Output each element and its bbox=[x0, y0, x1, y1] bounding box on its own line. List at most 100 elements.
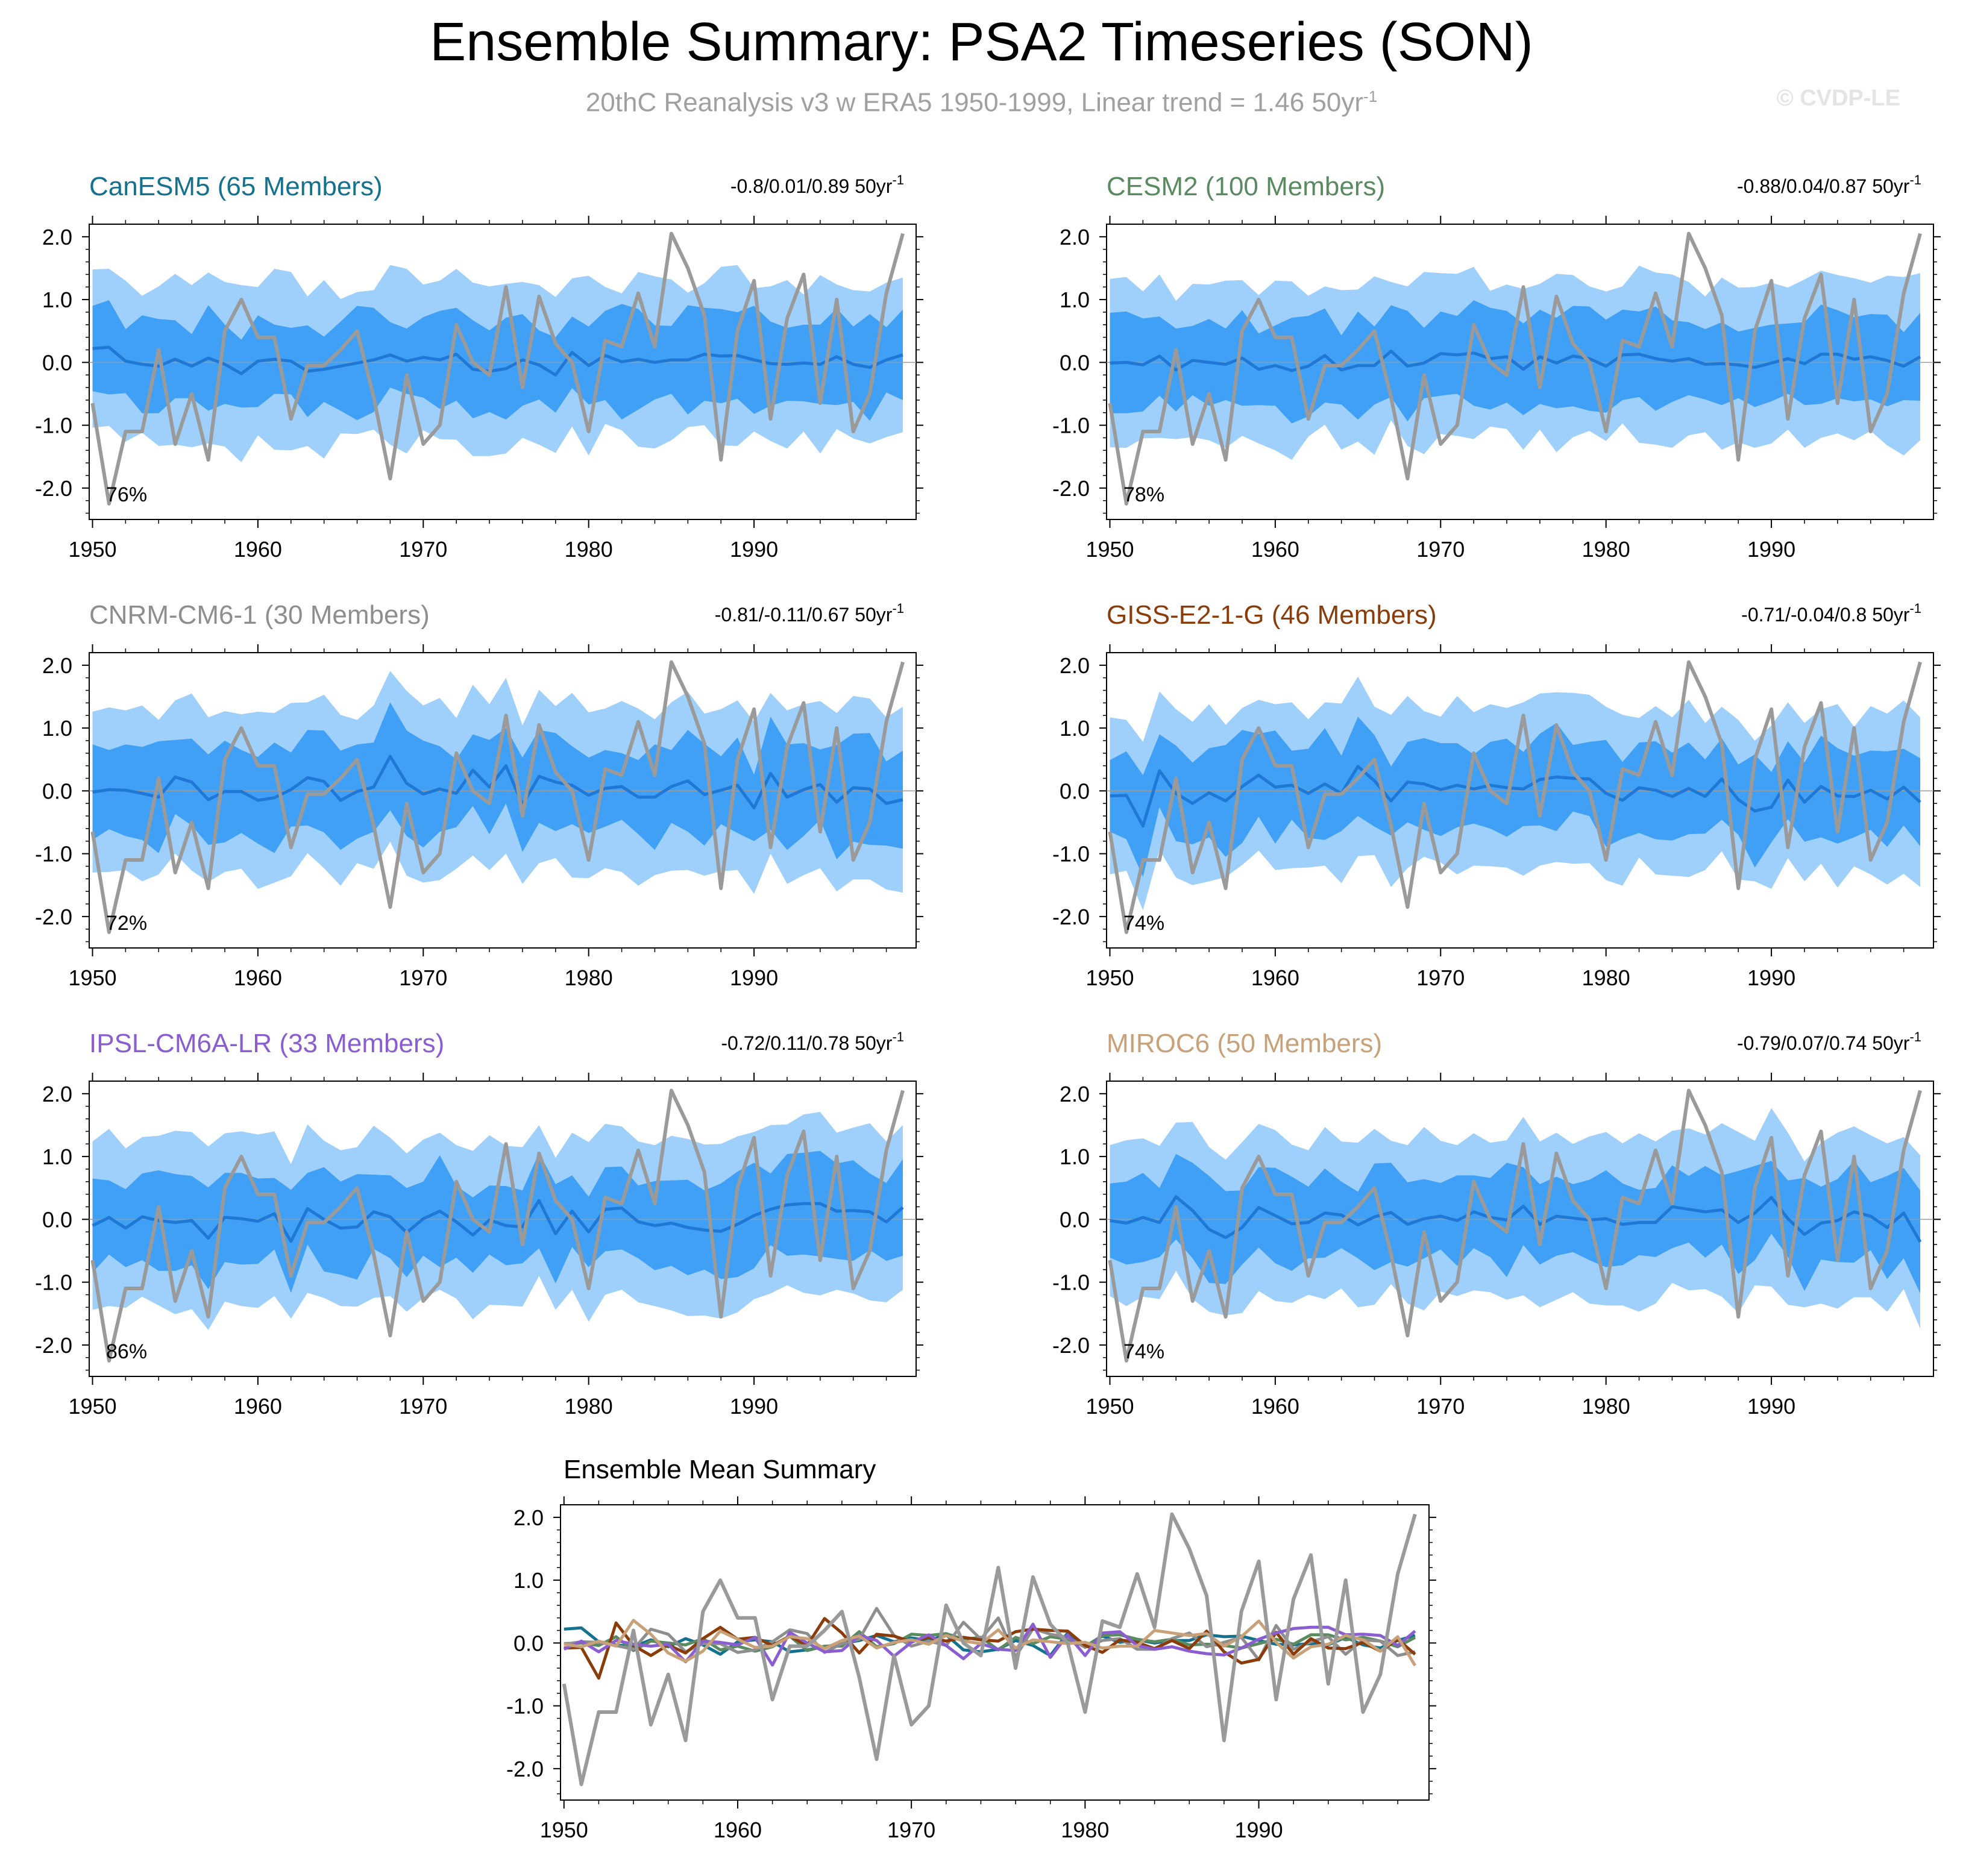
observed-line bbox=[90, 660, 905, 934]
x-tick-label: 1950 bbox=[1085, 965, 1134, 990]
plot-border bbox=[89, 652, 917, 949]
panel-title: IPSL-CM6A-LR (33 Members) bbox=[89, 1029, 444, 1058]
plot-border bbox=[1106, 224, 1934, 520]
x-tick-label: 1970 bbox=[1416, 1394, 1465, 1419]
observed-line bbox=[1108, 660, 1922, 934]
spread-inner-band bbox=[1110, 1153, 1920, 1294]
panel-stats-exponent: -1 bbox=[1909, 601, 1921, 616]
panel-title: CESM2 (100 Members) bbox=[1107, 172, 1385, 201]
y-tick-label: 0.0 bbox=[1060, 779, 1090, 803]
percent-label: 76% bbox=[106, 483, 147, 506]
observed-line bbox=[1108, 231, 1922, 506]
summary-line-5 bbox=[564, 1619, 1417, 1667]
x-tick-label: 1980 bbox=[565, 537, 613, 562]
panel-stats-exponent: -1 bbox=[892, 601, 904, 616]
y-tick-label: -2.0 bbox=[1052, 1333, 1090, 1358]
panel-stats: -0.81/-0.11/0.67 50yr-1 bbox=[715, 601, 904, 626]
y-tick-label: -1.0 bbox=[1052, 1270, 1090, 1295]
y-tick-label: 1.0 bbox=[1060, 716, 1090, 741]
plot-frame-4 bbox=[82, 1073, 923, 1385]
y-tick-label: 2.0 bbox=[42, 653, 72, 678]
y-tick-label: 1.0 bbox=[514, 1568, 544, 1593]
plot-border bbox=[1106, 1081, 1934, 1377]
y-tick-label: 2.0 bbox=[1060, 225, 1090, 249]
page-subtitle: 20thC Reanalysis v3 w ERA5 1950-1999, Li… bbox=[0, 80, 1963, 120]
y-tick-label: 0.0 bbox=[42, 779, 72, 803]
x-tick-label: 1960 bbox=[1251, 537, 1299, 562]
subtitle-text: 20thC Reanalysis v3 w ERA5 1950-1999, Li… bbox=[585, 87, 1364, 118]
x-tick-label: 1960 bbox=[1251, 965, 1299, 990]
observed-line bbox=[90, 231, 905, 506]
x-tick-label: 1990 bbox=[1747, 965, 1795, 990]
panel-title: CanESM5 (65 Members) bbox=[89, 172, 383, 201]
y-tick-label: 2.0 bbox=[42, 1082, 72, 1106]
x-tick-label: 1970 bbox=[887, 1818, 935, 1842]
plot-frame-0 bbox=[82, 216, 923, 528]
ensemble-mean-line bbox=[92, 345, 903, 377]
plot-border bbox=[89, 224, 917, 520]
y-tick-label: 2.0 bbox=[1060, 1082, 1090, 1106]
x-tick-label: 1990 bbox=[730, 965, 778, 990]
summary-title: Ensemble Mean Summary bbox=[564, 1455, 876, 1484]
panel-stats-exponent: -1 bbox=[892, 1029, 904, 1044]
observed-line bbox=[90, 1088, 905, 1363]
ensemble-mean-line bbox=[92, 754, 903, 809]
x-tick-label: 1990 bbox=[1235, 1818, 1283, 1842]
panel-stats: -0.72/0.11/0.78 50yr-1 bbox=[721, 1029, 904, 1054]
y-tick-label: -2.0 bbox=[1052, 476, 1090, 501]
x-tick-label: 1970 bbox=[1416, 537, 1465, 562]
y-tick-label: 2.0 bbox=[1060, 653, 1090, 678]
x-tick-label: 1970 bbox=[1416, 965, 1465, 990]
y-tick-label: 0.0 bbox=[42, 1207, 72, 1232]
panel-stats-exponent: -1 bbox=[892, 172, 904, 187]
x-tick-label: 1960 bbox=[714, 1818, 762, 1842]
panel-stats: -0.88/0.04/0.87 50yr-1 bbox=[1737, 172, 1921, 197]
y-tick-label: -1.0 bbox=[506, 1694, 544, 1719]
y-tick-label: 0.0 bbox=[1060, 350, 1090, 375]
panel-title: MIROC6 (50 Members) bbox=[1107, 1029, 1382, 1058]
panel-stats-text: -0.8/0.01/0.89 50yr bbox=[730, 175, 893, 197]
x-tick-label: 1980 bbox=[1061, 1818, 1109, 1842]
x-tick-label: 1980 bbox=[1582, 1394, 1630, 1419]
x-tick-label: 1950 bbox=[540, 1818, 588, 1842]
ensemble-mean-line bbox=[1110, 765, 1921, 828]
panel-stats: -0.79/0.07/0.74 50yr-1 bbox=[1737, 1029, 1921, 1054]
x-tick-label: 1950 bbox=[68, 537, 116, 562]
y-tick-label: -2.0 bbox=[35, 1333, 72, 1358]
x-tick-label: 1960 bbox=[234, 537, 282, 562]
x-tick-label: 1990 bbox=[1747, 1394, 1795, 1419]
panel-title: GISS-E2-1-G (46 Members) bbox=[1107, 600, 1437, 630]
y-tick-label: 2.0 bbox=[514, 1505, 544, 1530]
x-tick-label: 1980 bbox=[1582, 537, 1630, 562]
spread-inner-band bbox=[92, 702, 903, 859]
watermark: © CVDP-LE bbox=[1776, 86, 1900, 111]
percent-label: 78% bbox=[1123, 483, 1164, 506]
panel-stats-text: -0.88/0.04/0.87 50yr bbox=[1737, 175, 1910, 197]
percent-label: 86% bbox=[106, 1340, 147, 1363]
percent-label: 74% bbox=[1123, 1340, 1164, 1363]
y-tick-label: 0.0 bbox=[514, 1631, 544, 1655]
y-tick-label: -1.0 bbox=[35, 842, 72, 867]
x-tick-label: 1960 bbox=[1251, 1394, 1299, 1419]
panel-title: CNRM-CM6-1 (30 Members) bbox=[89, 600, 430, 630]
panel-stats-text: -0.71/-0.04/0.8 50yr bbox=[1741, 604, 1910, 626]
spread-inner-band bbox=[92, 300, 903, 421]
y-tick-label: -2.0 bbox=[506, 1757, 544, 1781]
x-tick-label: 1980 bbox=[1582, 965, 1630, 990]
percent-label: 72% bbox=[106, 912, 147, 935]
summary-line-2 bbox=[564, 1607, 1416, 1661]
x-tick-label: 1960 bbox=[234, 1394, 282, 1419]
y-tick-label: 1.0 bbox=[42, 716, 72, 741]
observed-line bbox=[1108, 1088, 1922, 1363]
y-tick-label: 1.0 bbox=[42, 1144, 72, 1169]
x-tick-label: 1960 bbox=[234, 965, 282, 990]
plot-frame-5 bbox=[1099, 1073, 1941, 1385]
y-tick-label: 1.0 bbox=[1060, 287, 1090, 312]
y-tick-label: -1.0 bbox=[1052, 842, 1090, 867]
summary-line-4 bbox=[563, 1622, 1416, 1667]
plot-border bbox=[89, 1081, 917, 1377]
panel-stats-text: -0.79/0.07/0.74 50yr bbox=[1737, 1032, 1910, 1054]
y-tick-label: 1.0 bbox=[42, 287, 72, 312]
x-tick-label: 1980 bbox=[565, 1394, 613, 1419]
panel-stats-text: -0.81/-0.11/0.67 50yr bbox=[715, 604, 893, 626]
